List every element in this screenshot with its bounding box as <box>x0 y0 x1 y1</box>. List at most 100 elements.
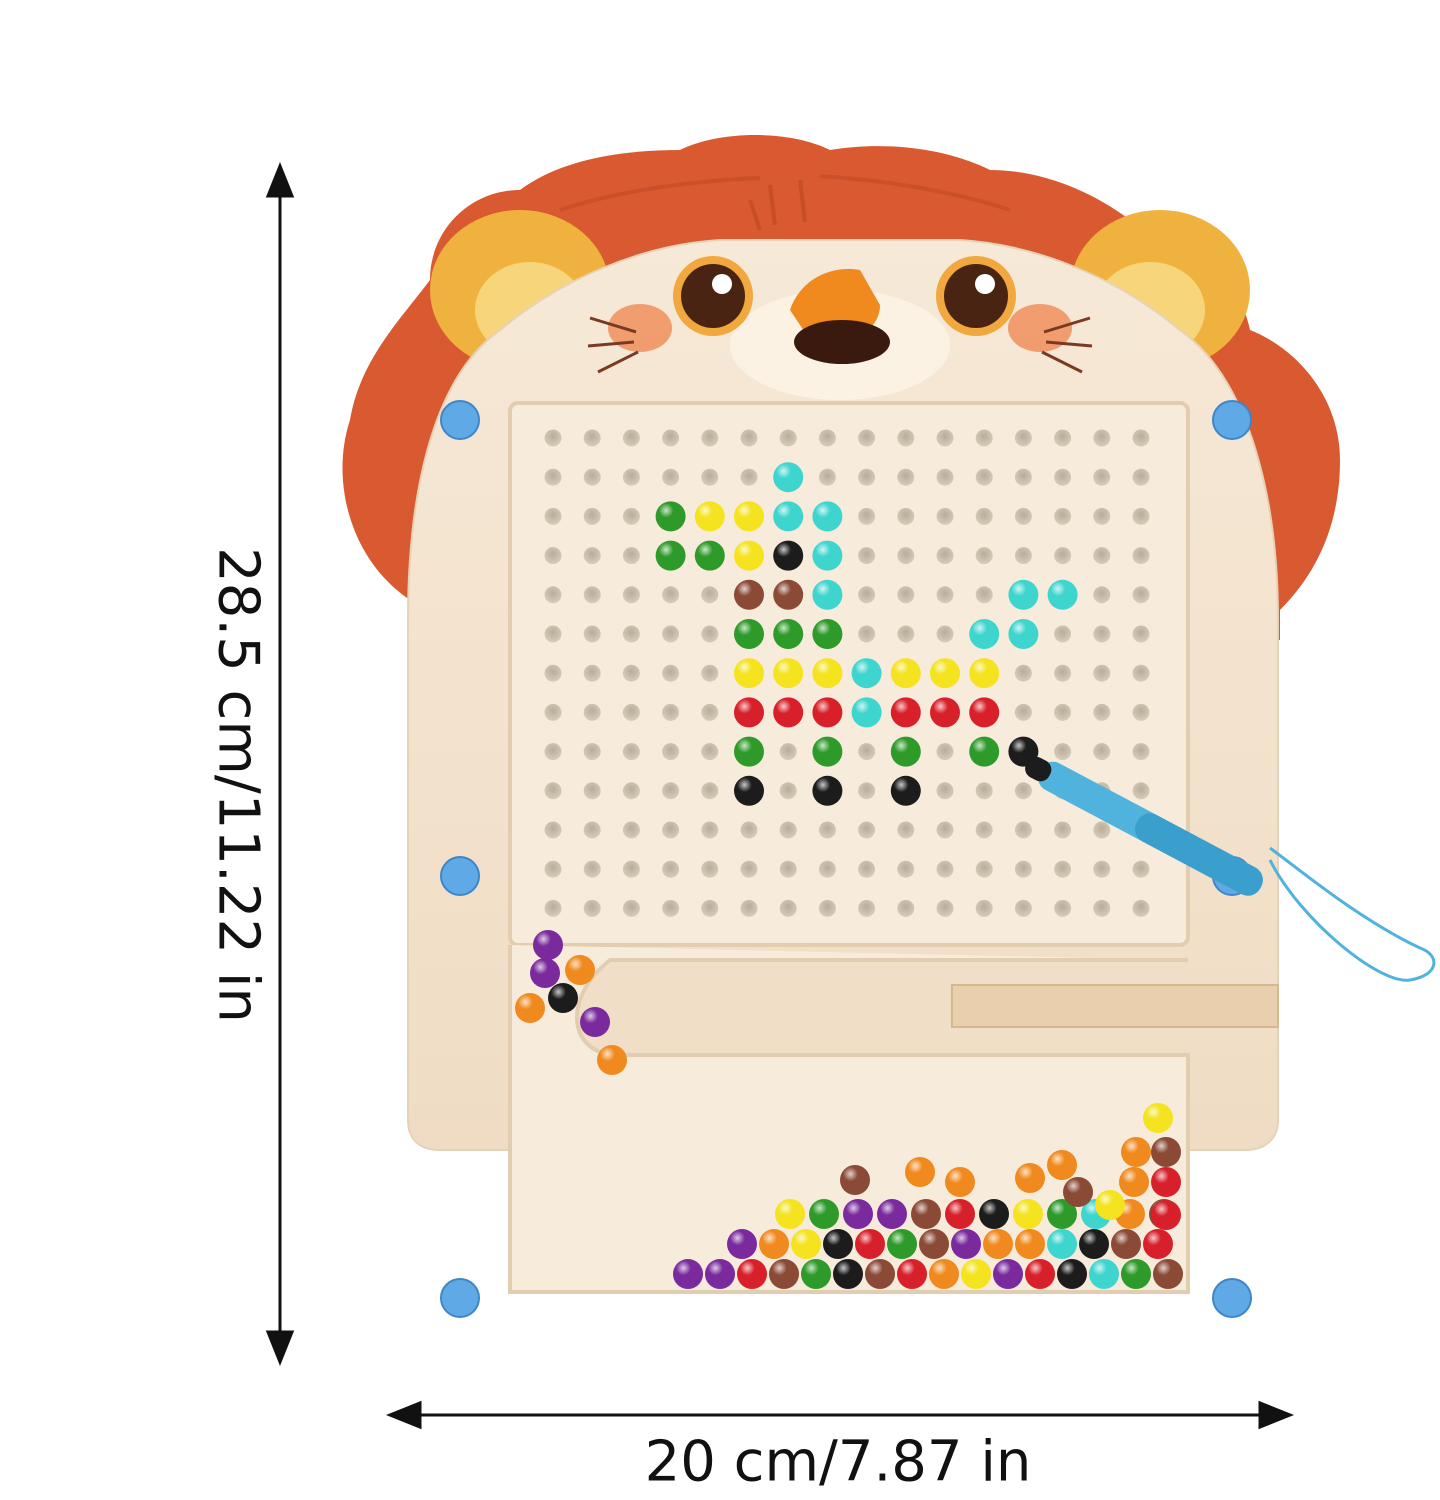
bead <box>515 993 545 1023</box>
peg-hole <box>622 586 640 604</box>
lion-face <box>587 256 1093 400</box>
bead <box>773 540 804 571</box>
peg-hole <box>622 468 640 486</box>
bead <box>791 1229 821 1259</box>
peg-hole <box>662 429 680 447</box>
peg-hole <box>975 860 993 878</box>
peg-hole <box>622 664 640 682</box>
peg-hole <box>622 782 640 800</box>
peg-hole <box>701 468 719 486</box>
peg-hole <box>701 586 719 604</box>
bead <box>737 1259 767 1289</box>
peg-hole <box>1054 468 1072 486</box>
bead <box>890 658 921 689</box>
peg-hole <box>779 782 797 800</box>
bead <box>548 983 578 1013</box>
peg-hole <box>1093 703 1111 721</box>
bead <box>930 697 960 728</box>
peg-hole <box>818 468 836 486</box>
peg-hole <box>1093 586 1111 604</box>
peg-hole <box>701 703 719 721</box>
bead <box>969 658 1000 689</box>
peg-hole <box>858 586 876 604</box>
peg-hole <box>740 468 758 486</box>
bead <box>734 579 764 610</box>
bead <box>580 1007 610 1037</box>
bead <box>812 697 843 728</box>
peg-hole <box>858 547 876 565</box>
bead <box>945 1167 975 1197</box>
peg-hole <box>583 664 601 682</box>
bead <box>734 658 764 689</box>
bead <box>961 1259 991 1289</box>
height-dimension-label: 28.5 cm/11.22 in <box>205 547 271 1023</box>
peg-hole <box>662 586 680 604</box>
bead-pattern <box>655 462 1078 806</box>
bead <box>734 697 764 728</box>
peg-hole <box>622 899 640 917</box>
bead <box>1047 1229 1077 1259</box>
bead <box>969 697 1000 728</box>
peg-hole <box>583 586 601 604</box>
peg-hole <box>1132 899 1150 917</box>
peg-hole <box>662 703 680 721</box>
peg-hole <box>701 860 719 878</box>
peg-hole <box>1014 782 1032 800</box>
bead <box>840 1165 870 1195</box>
peg-hole <box>897 547 915 565</box>
peg-hole <box>779 899 797 917</box>
peg-hole <box>858 507 876 525</box>
bead <box>1047 1199 1077 1229</box>
peg-hole <box>897 468 915 486</box>
peg-hole <box>1093 743 1111 761</box>
bead <box>890 697 921 728</box>
peg-hole <box>779 821 797 839</box>
peg-hole <box>583 899 601 917</box>
peg-hole <box>622 821 640 839</box>
bead <box>773 501 804 532</box>
bead <box>694 501 725 532</box>
peg-hole <box>936 468 954 486</box>
bead <box>983 1229 1013 1259</box>
peg-hole <box>740 821 758 839</box>
peg-hole <box>936 625 954 643</box>
peg-hole <box>662 899 680 917</box>
peg-hole <box>779 429 797 447</box>
bead <box>865 1259 895 1289</box>
peg-hole <box>1093 899 1111 917</box>
bead <box>673 1259 703 1289</box>
peg-hole <box>1132 429 1150 447</box>
bead <box>775 1199 805 1229</box>
peg-hole <box>1014 860 1032 878</box>
magnetic-pen <box>1025 756 1436 982</box>
bead <box>801 1259 831 1289</box>
peg-hole <box>583 507 601 525</box>
peg-hole <box>701 782 719 800</box>
bead <box>851 697 882 728</box>
peg-hole <box>897 899 915 917</box>
bead <box>773 697 804 728</box>
bead <box>812 658 843 689</box>
peg-hole <box>1014 664 1032 682</box>
bead <box>734 736 764 767</box>
peg-hole <box>622 743 640 761</box>
peg-hole <box>1054 429 1072 447</box>
bead <box>812 619 843 649</box>
peg-hole <box>544 821 562 839</box>
peg-hole <box>662 625 680 643</box>
width-dimension-arrow <box>385 1400 1295 1430</box>
peg-hole <box>1132 625 1150 643</box>
peg-hole <box>975 821 993 839</box>
bead <box>812 579 843 610</box>
peg-hole <box>975 586 993 604</box>
peg-hole <box>622 860 640 878</box>
bead <box>773 619 804 649</box>
peg-hole <box>858 743 876 761</box>
peg-hole <box>1132 468 1150 486</box>
wooden-board <box>407 239 1279 1294</box>
peg-hole <box>936 586 954 604</box>
peg-hole <box>1054 664 1072 682</box>
peg-hole <box>936 860 954 878</box>
peg-hole <box>583 821 601 839</box>
height-dimension-arrow <box>265 161 295 1367</box>
